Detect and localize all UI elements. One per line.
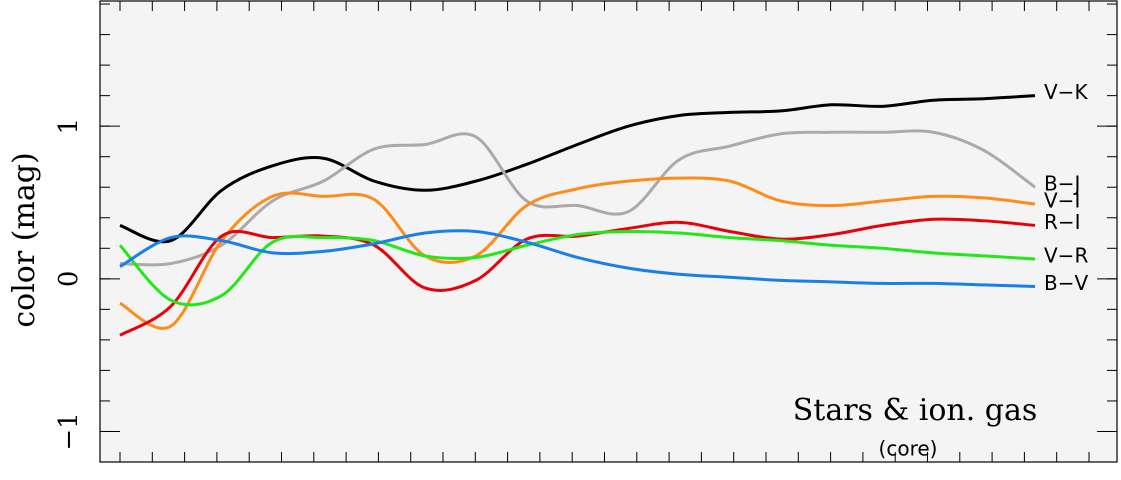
series-label: V−K: [1044, 80, 1088, 104]
y-tick-label: 1: [54, 118, 84, 135]
series-label: B−J: [1044, 172, 1080, 196]
annotation-sub: (core): [879, 437, 938, 461]
y-tick-label: −1: [54, 412, 84, 450]
series-label: V−I: [1044, 189, 1080, 213]
annotation: Stars & ion. gas: [793, 393, 1038, 428]
y-tick-label: 0: [54, 271, 84, 288]
series-line: [119, 94, 1036, 244]
series-line: [118, 229, 1036, 307]
series-label: V−R: [1044, 243, 1088, 267]
series-line: [119, 129, 1036, 267]
series-label: R−I: [1044, 210, 1081, 234]
y-axis-label: color (mag): [7, 152, 42, 327]
series-line: [119, 176, 1036, 330]
series-line: [119, 229, 1036, 288]
series-label: B−V: [1044, 271, 1088, 295]
